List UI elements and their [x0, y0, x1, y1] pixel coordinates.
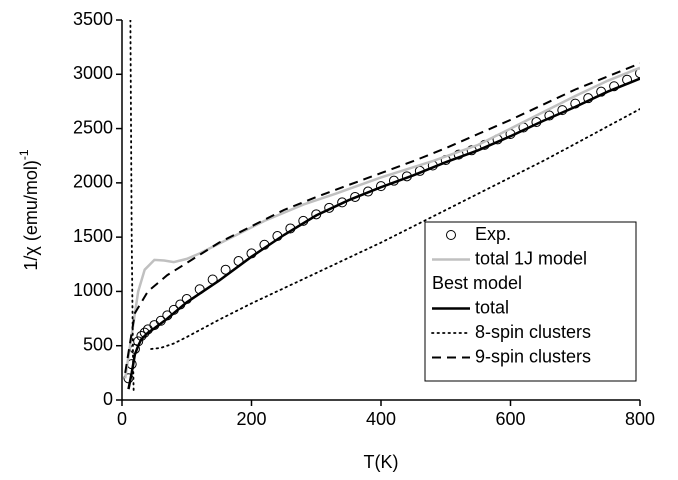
y-tick-label: 2500: [73, 117, 113, 137]
plot-area: [123, 20, 640, 395]
y-tick-label: 2000: [73, 172, 113, 192]
legend-label: 8-spin clusters: [475, 322, 591, 342]
y-tick-label: 500: [83, 334, 113, 354]
x-tick-label: 800: [625, 409, 655, 429]
legend-heading: Best model: [432, 273, 522, 293]
y-tick-label: 3000: [73, 63, 113, 83]
x-tick-label: 400: [366, 409, 396, 429]
legend-label: Exp.: [475, 224, 511, 244]
series-line: [129, 20, 640, 395]
legend-label: total 1J model: [475, 248, 587, 268]
legend-label: total: [475, 297, 509, 317]
series-line: [124, 62, 640, 374]
x-tick-label: 600: [495, 409, 525, 429]
y-tick-label: 0: [103, 389, 113, 409]
y-tick-label: 1500: [73, 226, 113, 246]
series-line: [127, 77, 640, 390]
data-point: [220, 264, 231, 275]
x-tick-label: 0: [117, 409, 127, 429]
x-axis-label: T(K): [364, 452, 399, 472]
legend-box: [424, 221, 637, 382]
x-tick-label: 200: [236, 409, 266, 429]
series-line: [123, 66, 640, 379]
y-axis-label: 1/χ (emu/mol)-1: [17, 149, 41, 270]
y-tick-label: 3500: [73, 9, 113, 29]
legend-marker: [446, 230, 456, 240]
data-point: [635, 68, 640, 79]
y-axis-label-superscript: -1: [17, 149, 31, 160]
y-tick-label: 1000: [73, 280, 113, 300]
legend-label: 9-spin clusters: [475, 346, 591, 366]
y-axis-label-text: 1/χ (emu/mol): [21, 160, 41, 270]
